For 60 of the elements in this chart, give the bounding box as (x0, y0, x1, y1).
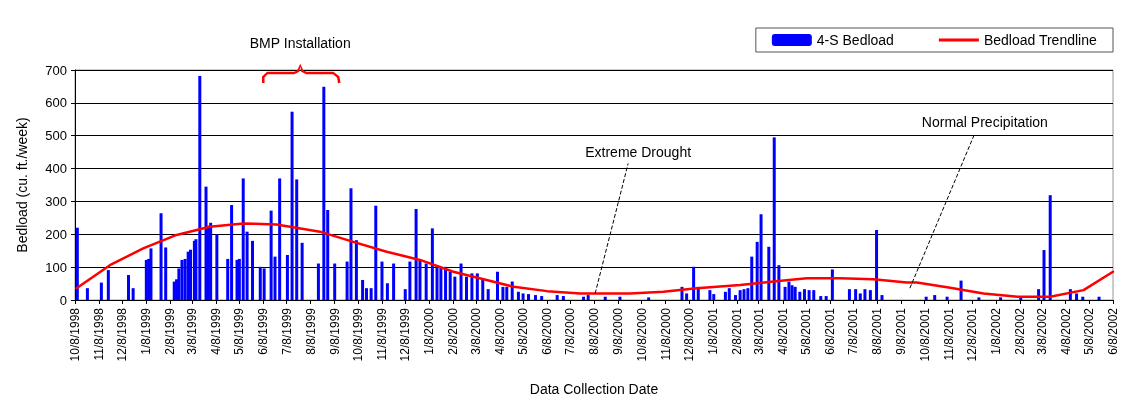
x-tick-label: 5/8/2002 (1081, 307, 1096, 355)
x-tick-label: 2/8/2002 (1012, 307, 1027, 355)
y-tick-label: 400 (45, 161, 67, 177)
x-tick-label: 10/8/1999 (350, 307, 365, 362)
x-tick-label: 11/8/2000 (658, 307, 673, 361)
x-tick-label: 7/8/1999 (279, 307, 294, 355)
y-tick-label: 100 (45, 259, 67, 275)
x-tick-label: 4/8/1999 (209, 307, 224, 355)
x-tick-label: 10/8/1998 (68, 307, 82, 362)
x-tick-label: 2/8/2001 (730, 307, 745, 355)
x-tick-label: 2/8/2000 (446, 307, 461, 355)
x-tick-label: 6/8/1999 (256, 307, 271, 355)
x-tick-label: 10/8/2001 (917, 307, 932, 362)
y-tick-label: 300 (45, 193, 67, 209)
x-tick-label: 8/8/2000 (587, 307, 602, 355)
x-tick-label: 2/8/1999 (163, 307, 178, 355)
annotation: Extreme Drought (585, 144, 692, 161)
x-tick-label: 5/8/2001 (799, 307, 814, 355)
x-tick-label: 3/8/2000 (468, 307, 483, 355)
y-tick-label: 700 (45, 62, 67, 78)
x-tick-label: 9/8/2000 (611, 307, 626, 355)
x-tick-label: 3/8/1999 (185, 307, 200, 355)
x-tick-label: 4/8/2001 (775, 307, 790, 355)
x-tick-label: 11/8/1998 (92, 307, 107, 361)
x-tick-label: 6/8/2001 (823, 307, 838, 355)
text: BMP Installation (249, 35, 351, 51)
y-tick-label: 200 (45, 226, 67, 242)
x-tick-label: 6/8/2002 (1106, 307, 1120, 355)
x-tick-label: 1/8/2001 (705, 307, 720, 355)
x-tick-label: 6/8/2000 (540, 307, 555, 355)
x-axis-title: Data Collection Date (529, 381, 659, 397)
y-tick-label: 600 (45, 95, 67, 111)
x-tick-label: 4/8/2002 (1058, 307, 1073, 355)
x-tick-label: 7/8/2001 (846, 307, 861, 355)
x-tick-label: 1/8/2002 (988, 307, 1003, 355)
x-tick-label: 3/8/2002 (1034, 307, 1049, 355)
x-tick-label: 3/8/2001 (751, 307, 766, 355)
x-tick-label: 10/8/2000 (634, 307, 649, 362)
legend-label: Bedload Trendline (983, 32, 1097, 48)
y-tick-label: 500 (45, 128, 67, 144)
x-tick-label: 11/8/2001 (941, 307, 956, 361)
legend-label: 4-S Bedload (816, 32, 894, 48)
x-tick-label: 5/8/1999 (232, 307, 247, 355)
x-tick-label: 5/8/2000 (516, 307, 531, 355)
x-tick-label: 1/8/1999 (139, 307, 154, 355)
x-tick-label: 8/8/1999 (303, 307, 318, 355)
x-tick-label: 9/8/2001 (894, 307, 909, 355)
x-tick-label: 9/8/1999 (327, 307, 342, 355)
annotation: Normal Precipitation (921, 114, 1048, 131)
x-tick-label: 12/8/1998 (115, 307, 130, 362)
x-tick-label: 12/8/2000 (681, 307, 696, 362)
x-tick-label: 8/8/2001 (870, 307, 885, 355)
x-tick-label: 12/8/1999 (398, 307, 413, 362)
x-tick-label: 11/8/1999 (374, 307, 389, 361)
y-axis-title: Bedload (cu. ft./week) (14, 117, 30, 253)
x-tick-label: 7/8/2000 (563, 307, 578, 355)
x-tick-label: 12/8/2001 (964, 307, 979, 362)
x-tick-label: 1/8/2000 (422, 307, 437, 355)
x-tick-label: 4/8/2000 (492, 307, 507, 355)
y-tick-label: 0 (59, 292, 67, 308)
